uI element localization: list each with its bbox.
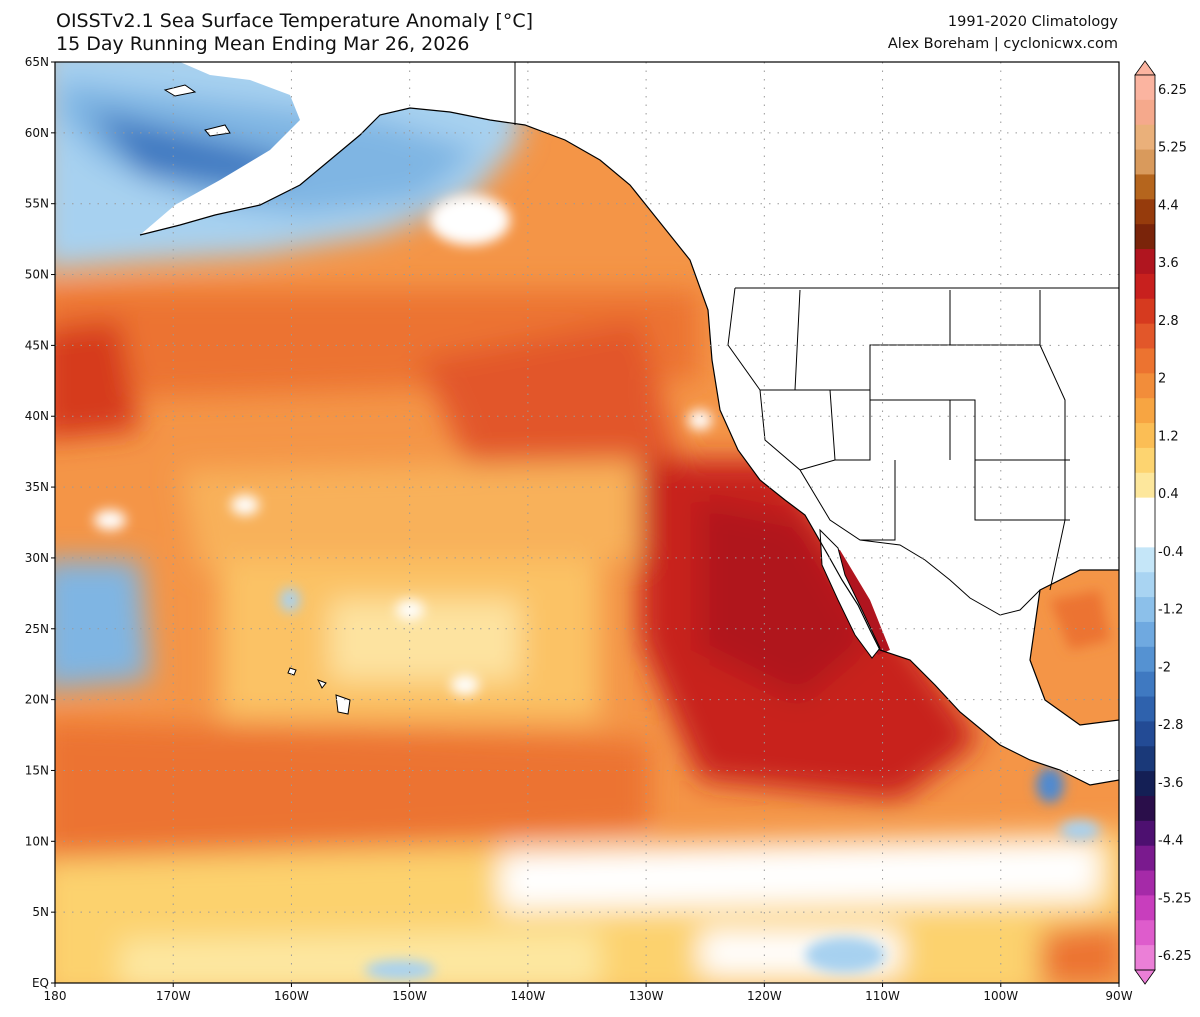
map-title: OISSTv2.1 Sea Surface Temperature Anomal… [56, 10, 534, 32]
lon-tick-label: 130W [629, 989, 664, 1003]
colorbar-swatch [1135, 323, 1155, 349]
colorbar-swatch [1135, 671, 1155, 698]
colorbar-label: 6.25 [1158, 83, 1187, 98]
colorbar-swatch [1135, 820, 1155, 847]
colorbar-swatch [1135, 75, 1155, 101]
lon-tick-label: 150W [392, 989, 427, 1003]
colorbar-swatch [1135, 348, 1155, 374]
colorbar-swatch [1135, 124, 1155, 151]
colorbar-swatch [1135, 373, 1155, 399]
credit-label: Alex Boreham | cyclonicwx.com [887, 36, 1118, 52]
lat-tick-label: 35N [25, 480, 49, 494]
colorbar-swatch [1135, 497, 1155, 523]
lat-tick-label: EQ [32, 976, 49, 990]
lon-tick-label: 120W [747, 989, 782, 1003]
colorbar-swatch [1135, 646, 1155, 673]
lat-tick-label: 20N [25, 693, 49, 707]
lat-tick-label: 60N [25, 126, 49, 140]
colorbar-swatch [1135, 298, 1155, 325]
colorbar-swatch [1135, 174, 1155, 200]
colorbar-label: -2.8 [1158, 718, 1183, 733]
colorbar-label: 2.8 [1158, 314, 1179, 329]
climatology-label: 1991-2020 Climatology [947, 14, 1118, 30]
colorbar-label: -5.25 [1158, 891, 1192, 906]
lat-tick-label: 5N [32, 905, 49, 919]
colorbar-swatch [1135, 472, 1155, 499]
colorbar-swatch [1135, 845, 1155, 872]
lon-tick-label: 180 [44, 989, 67, 1003]
lat-tick-label: 40N [25, 409, 49, 423]
colorbar-swatch [1135, 945, 1155, 971]
lon-tick-label: 160W [274, 989, 309, 1003]
colorbar-label: -1.2 [1158, 603, 1183, 618]
map-subtitle: 15 Day Running Mean Ending Mar 26, 2026 [56, 33, 470, 55]
colorbar-frame [1134, 74, 1156, 971]
colorbar-label: 3.6 [1158, 256, 1179, 271]
colorbar-swatch [1135, 199, 1155, 225]
colorbar-swatch [1135, 870, 1155, 896]
colorbar-swatch [1135, 771, 1155, 797]
lon-tick-label: 170W [156, 989, 191, 1003]
colorbar-swatch [1135, 224, 1155, 250]
colorbar-swatch [1135, 249, 1155, 275]
lon-tick-label: 140W [510, 989, 545, 1003]
colorbar-label: 5.25 [1158, 141, 1187, 156]
lat-tick-label: 10N [25, 834, 49, 848]
colorbar-swatch [1135, 721, 1155, 747]
lon-tick-label: 110W [865, 989, 900, 1003]
north-america-land [140, 62, 1119, 785]
lat-tick-label: 55N [25, 197, 49, 211]
lat-tick-label: 30N [25, 551, 49, 565]
longitude-axis: 180 170W 160W 150W 140W 130W 120W 110W 100W 90W [44, 983, 1133, 1003]
colorbar-label: 1.2 [1158, 429, 1179, 444]
colorbar-swatch [1135, 621, 1155, 648]
colorbar-swatch [1135, 572, 1155, 598]
colorbar-label: -6.25 [1158, 949, 1192, 964]
map-frame [54, 61, 1120, 984]
latitude-axis: 65N 60N 55N 50N 45N 40N 35N 30N 25N 20N 15N 10N 5N EQ [25, 55, 55, 990]
lat-tick-label: 15N [25, 763, 49, 777]
lat-tick-label: 25N [25, 622, 49, 636]
ocean-anomaly-field [55, 62, 1119, 983]
lat-tick-label: 50N [25, 268, 49, 282]
colorbar-swatch [1135, 746, 1155, 772]
colorbar-label: 2 [1158, 372, 1166, 387]
colorbar-label: -3.6 [1158, 776, 1183, 791]
colorbar-swatch [1135, 149, 1155, 175]
lat-tick-label: 45N [25, 338, 49, 352]
colorbar-swatch [1135, 99, 1155, 126]
colorbar-swatch [1135, 696, 1155, 722]
colorbar: 6.25 5.25 4.4 3.6 2.8 2 1.2 0.4 -0.4 -1.2 -2 -2.8 -3… [1134, 60, 1192, 985]
colorbar-swatch [1135, 895, 1155, 921]
colorbar-swatch [1135, 597, 1155, 623]
colorbar-swatch [1135, 547, 1155, 573]
colorbar-swatch [1135, 423, 1155, 449]
colorbar-swatch [1135, 447, 1155, 474]
colorbar-label: -2 [1158, 660, 1171, 675]
colorbar-swatch [1135, 398, 1155, 424]
colorbar-label: -4.4 [1158, 834, 1183, 849]
colorbar-label: 0.4 [1158, 487, 1179, 502]
colorbar-max-arrow [1134, 60, 1156, 76]
lat-lon-gridlines [55, 62, 1119, 983]
colorbar-swatch [1135, 273, 1155, 300]
colorbar-label: -0.4 [1158, 545, 1183, 560]
colorbar-min-arrow [1134, 969, 1156, 985]
colorbar-label: 4.4 [1158, 198, 1179, 213]
colorbar-swatch [1135, 795, 1155, 822]
colorbar-swatch [1135, 522, 1155, 548]
lon-tick-label: 100W [983, 989, 1018, 1003]
lon-tick-label: 90W [1105, 989, 1132, 1003]
lat-tick-label: 65N [25, 55, 49, 69]
colorbar-swatch [1135, 920, 1155, 946]
